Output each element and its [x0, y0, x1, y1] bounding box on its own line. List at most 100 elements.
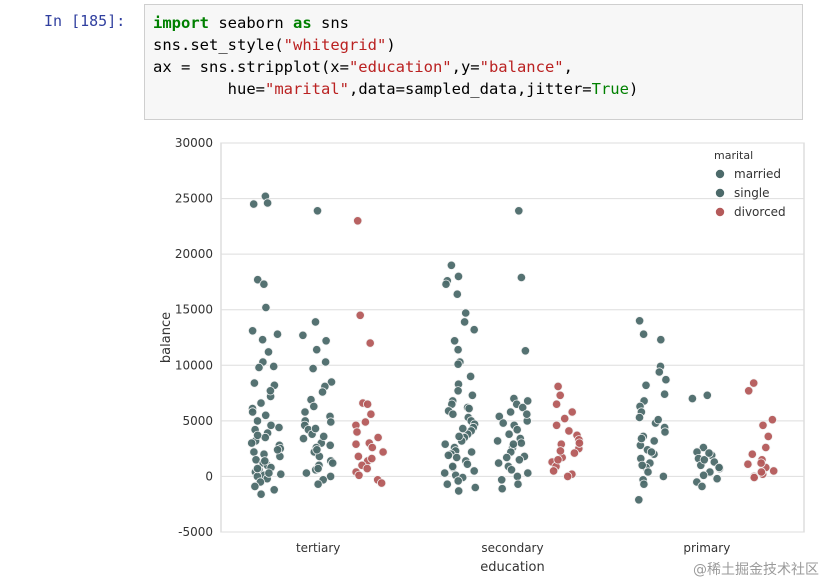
data-point [274, 422, 284, 433]
data-point [555, 446, 566, 456]
data-point [252, 416, 263, 426]
data-point [464, 403, 474, 414]
code-line: ax = sns.stripplot(x="education",y="bala… [153, 56, 794, 78]
data-point [514, 206, 524, 216]
data-point [747, 449, 757, 459]
data-point [310, 423, 321, 434]
data-point [634, 495, 644, 505]
data-point [458, 423, 468, 434]
code-token: ) [386, 36, 396, 54]
y-tick-label: 30000 [175, 136, 213, 150]
data-point [551, 399, 562, 409]
y-tick-label: 5000 [182, 414, 213, 428]
code-token: "education" [348, 58, 452, 76]
legend-label: single [734, 186, 770, 200]
data-point [366, 409, 376, 419]
code-token: ,data=sampled_data,jitter= [348, 80, 592, 98]
data-point [308, 363, 318, 374]
data-point [641, 380, 651, 390]
data-point [502, 452, 512, 463]
data-point [492, 436, 503, 446]
data-point [551, 420, 562, 430]
data-point [749, 472, 759, 483]
data-point [249, 378, 259, 388]
data-point [749, 378, 759, 388]
data-point [564, 426, 574, 436]
data-point [298, 330, 308, 340]
data-point [508, 439, 519, 449]
data-point [470, 482, 480, 493]
data-point [313, 463, 323, 474]
data-point [761, 442, 771, 453]
code-token: "balance" [479, 58, 564, 76]
data-point [638, 329, 649, 339]
data-point [687, 393, 698, 404]
data-point [567, 407, 577, 417]
data-point [660, 427, 670, 437]
data-point [697, 481, 707, 491]
data-point [523, 468, 533, 478]
data-point [512, 425, 522, 435]
data-point [497, 484, 507, 494]
data-point [634, 412, 645, 423]
data-point [523, 396, 533, 406]
code-token: import [153, 14, 209, 32]
data-point [658, 471, 669, 481]
data-point [252, 463, 263, 474]
data-point [646, 447, 657, 457]
data-point [442, 479, 452, 489]
data-point [505, 407, 516, 417]
code-line: sns.set_style("whitegrid") [153, 34, 794, 56]
data-point [319, 431, 329, 441]
x-tick-label: tertiary [296, 541, 340, 555]
data-point [563, 471, 573, 481]
data-point [453, 345, 463, 355]
data-point [441, 279, 451, 289]
code-token: as [293, 14, 312, 32]
data-point [467, 390, 477, 400]
data-point [446, 260, 456, 270]
data-point [262, 198, 273, 208]
data-point [440, 439, 450, 449]
data-point [654, 367, 664, 377]
cell-prompt: In [185]: [44, 12, 126, 30]
data-point [376, 478, 387, 488]
data-point [639, 479, 649, 489]
data-point [260, 432, 270, 443]
legend-marker [715, 207, 725, 217]
code-token: ,y= [451, 58, 480, 76]
data-point [269, 485, 279, 495]
data-point [714, 462, 724, 473]
data-point [634, 316, 645, 326]
data-point [272, 329, 283, 339]
data-point [520, 346, 531, 356]
code-token: hue= [153, 80, 265, 98]
data-point [351, 439, 361, 449]
data-point [313, 479, 323, 489]
data-point [466, 447, 477, 457]
data-point [362, 399, 373, 409]
data-point [367, 442, 377, 453]
data-point [493, 458, 504, 468]
data-point [253, 275, 263, 285]
x-axis-label: education [480, 560, 545, 575]
code-cell[interactable]: import seaborn as sns sns.set_style("whit… [144, 4, 803, 120]
data-point [354, 470, 364, 480]
data-point [516, 438, 526, 448]
data-point [254, 362, 264, 373]
data-point [360, 417, 370, 427]
data-point [440, 468, 450, 478]
data-point [249, 199, 259, 209]
data-point [248, 326, 258, 336]
data-point [326, 377, 337, 387]
y-tick-label: 0 [205, 469, 213, 483]
data-point [250, 481, 260, 491]
data-point [454, 486, 464, 496]
data-point [756, 467, 767, 477]
y-tick-label: 25000 [175, 192, 213, 206]
data-point [257, 335, 268, 345]
code-line: hue="marital",data=sampled_data,jitter=T… [153, 78, 794, 100]
data-point [516, 272, 527, 283]
data-point [453, 271, 464, 281]
